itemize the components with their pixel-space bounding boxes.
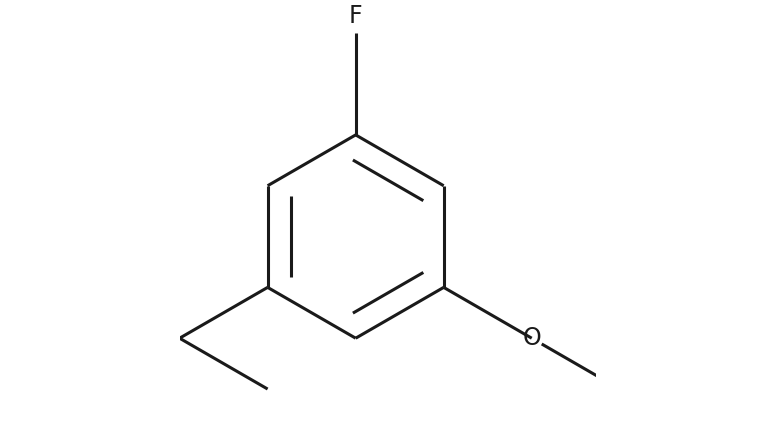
Text: O: O [522,326,541,350]
Text: F: F [349,4,362,28]
